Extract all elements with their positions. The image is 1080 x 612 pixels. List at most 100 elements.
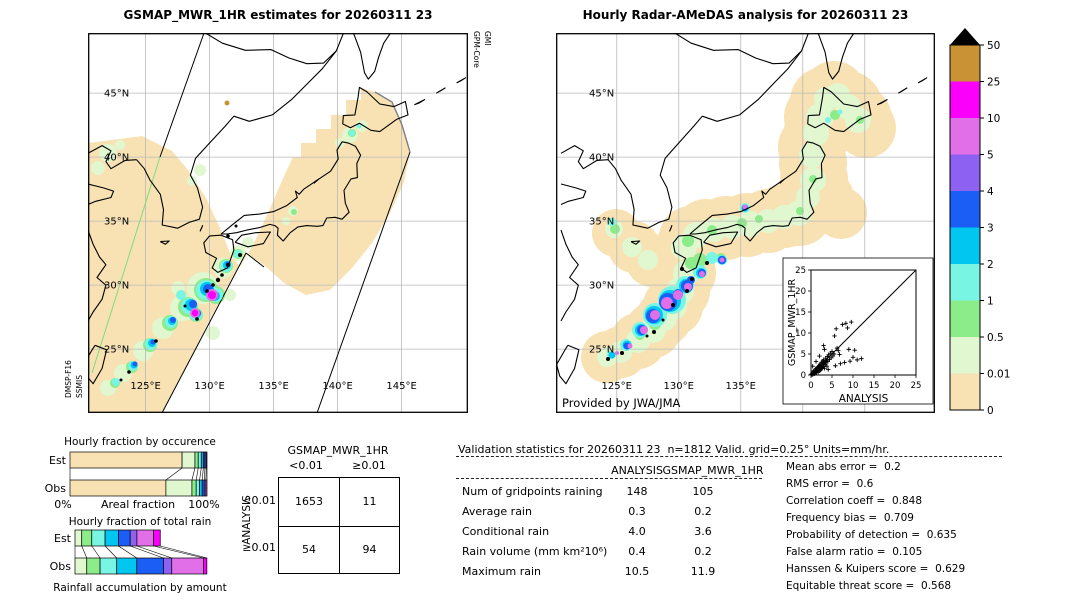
island-dot (119, 378, 123, 382)
island-dot (705, 261, 709, 265)
lon-tick-label: 125°E (130, 381, 160, 392)
lat-tick-label: 40°N (104, 153, 129, 164)
stats-metric-hanssen-kuipers-score: Hanssen & Kuipers score = 0.629 (786, 563, 966, 575)
occurrence-est-label: Est (49, 454, 67, 467)
bar-connector (201, 467, 204, 481)
stats-metric-rms-error: RMS error = 0.6 (786, 478, 874, 490)
island-dot (606, 357, 610, 361)
bar-segment (69, 451, 183, 469)
coastlines (88, 33, 467, 385)
colorbar-tick-label: 1 (987, 296, 994, 308)
bar-connector (203, 467, 206, 481)
rain-cells-p5 (615, 204, 748, 355)
inset-x-tick: 20 (890, 381, 901, 391)
colorbar-band-4 (950, 191, 980, 228)
bar-connector (160, 545, 207, 559)
contingency-cell-10: 54 (279, 525, 339, 574)
axis-areal-fraction: Areal fraction (101, 498, 175, 511)
stats-metric-equitable-threat-score: Equitable threat score = 0.568 (786, 580, 952, 592)
swath-edge-line (374, 91, 411, 153)
stats-analysis-value: 0.3 (628, 505, 646, 518)
island-dot (205, 289, 209, 293)
colorbar-band-0.5 (950, 337, 980, 374)
swath-edge-line (159, 33, 205, 158)
stats-analysis-value: 0.4 (628, 545, 646, 558)
map-frame (556, 33, 935, 413)
bar-segment (74, 529, 83, 547)
contingency-col-label-lt: <0.01 (289, 459, 323, 472)
island-dot (211, 283, 215, 287)
occurrence-title: Hourly fraction by occurence (64, 436, 216, 448)
sensor-label-gmi: GMI (483, 31, 492, 46)
lon-tick-label: 145°E (386, 381, 416, 392)
colorbar-band-50 (950, 45, 980, 82)
colorbar-band-0.01 (950, 373, 980, 411)
island-dot (238, 253, 242, 257)
contingency-col-label-ge: ≥0.01 (352, 459, 386, 472)
contingency-cell-01: 11 (339, 478, 399, 526)
stats-gsmap-value: 3.6 (694, 525, 712, 538)
inset-scatter: 00 5 5 10 10 15 15 20 20 25 25 ANALYSIS GSMAP_MWR_1H… (782, 257, 934, 405)
stats-metric-frequency-bias: Frequency bias = 0.709 (786, 512, 914, 524)
island-dot (671, 303, 675, 307)
contingency-cell-11: 94 (339, 525, 399, 573)
stats-metric-mean-abs-error: Mean abs error = 0.2 (786, 461, 901, 473)
rain-cells-p25 (224, 100, 230, 106)
bar-segment (91, 529, 106, 547)
contingency-col-title: GSMAP_MWR_1HR (287, 444, 389, 457)
colorbar-band-2 (950, 264, 980, 301)
lon-tick-label: 130°E (664, 381, 694, 392)
bar-segment (153, 529, 161, 547)
bar-segment (69, 479, 167, 497)
fraction-bar-charts: Hourly fraction by occurence Est Obs 0% Area… (45, 436, 227, 594)
colorbar-tick-label: 0.01 (987, 369, 1010, 381)
stats-metric-correlation-coeff: Correlation coeff = 0.848 (786, 495, 922, 507)
swath-edge-line (161, 252, 247, 413)
contingency-row-label-ge: ≥0.01 (242, 541, 276, 554)
inset-y-tick: 10 (795, 329, 806, 339)
contingency-cell-00: 1653 (295, 495, 323, 509)
stats-row-label: Average rain (462, 505, 532, 518)
island-dot (680, 267, 684, 271)
bar-segment (205, 479, 208, 497)
bar-segment (136, 557, 164, 575)
lon-tick-label: 140°E (322, 381, 352, 392)
right-map-title: Hourly Radar-AMeDAS analysis for 2026031… (582, 8, 909, 22)
stats-row-label: Maximum rain (462, 565, 541, 578)
swath-edge-line (316, 151, 411, 413)
lat-tick-label: 45°N (104, 89, 129, 100)
bar-connector (136, 545, 172, 559)
stats-analysis-value: 10.5 (624, 565, 650, 578)
contingency-grid: 1653 11 54 94 (278, 477, 400, 574)
colorbar-band-10 (950, 118, 980, 155)
colorbar-tick-label: 3 (987, 223, 994, 235)
stats-row-label: Rain volume (mm km²10⁶) (462, 545, 608, 558)
lon-tick-label: 135°E (258, 381, 288, 392)
rain-cells-p10 (191, 291, 216, 317)
stats-gsmap-value: 0.2 (694, 505, 712, 518)
bar-connector (130, 545, 164, 559)
island-dot (226, 263, 230, 267)
map-frame (88, 33, 468, 413)
lat-tick-label: 25°N (589, 345, 614, 356)
contingency-row-label-lt: <0.01 (242, 494, 276, 507)
axis-100pct: 100% (188, 498, 219, 511)
island-dot (645, 334, 649, 338)
island-dot (620, 351, 624, 355)
island-dot (127, 370, 131, 374)
lat-tick-label: 45°N (589, 89, 614, 100)
rain-rate-colorbar: 50 25 10 5 4 3 2 1 0.5 0.01 0 (949, 28, 1010, 417)
bar-segment (118, 529, 131, 547)
colorbar-band-3 (950, 227, 980, 265)
lon-tick-label: 135°E (726, 381, 756, 392)
inset-x-label: ANALYSIS (839, 393, 889, 405)
credit-label: Provided by JWA/JMA (562, 396, 681, 410)
swath-edge-line (245, 252, 265, 268)
lat-tick-label: 35°N (589, 217, 614, 228)
swath-edge-line (91, 156, 161, 374)
left-map-title: GSMAP_MWR_1HR estimates for 20260311 23 (123, 8, 433, 22)
satellite-label-gpm: GPM-Core (472, 31, 481, 68)
stats-metric-false-alarm-ratio: False alarm ratio = 0.105 (786, 546, 923, 558)
bar-connector (104, 545, 117, 559)
